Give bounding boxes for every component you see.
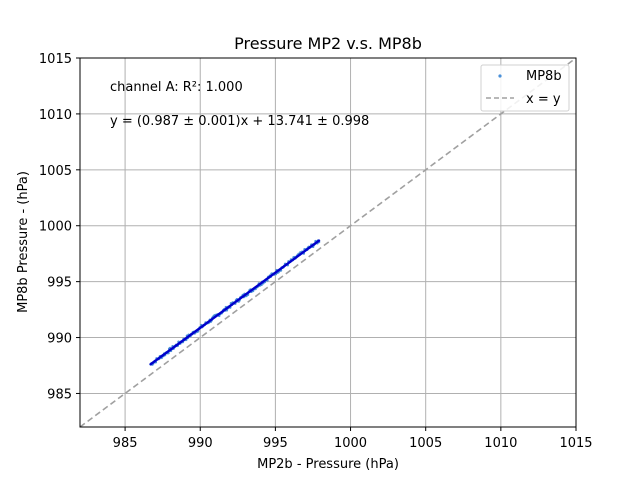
x-tick-label: 1015: [559, 436, 592, 451]
y-tick-label: 990: [47, 332, 72, 347]
annotation-r2: channel A: R²: 1.000: [110, 80, 243, 95]
x-tick-label: 1010: [484, 436, 517, 451]
identity-line: [80, 58, 576, 427]
fit-line: [149, 239, 321, 366]
x-tick-label: 1000: [334, 436, 367, 451]
identity-line-group: [80, 58, 576, 427]
y-tick-label: 985: [47, 387, 72, 402]
y-tick-label: 995: [47, 276, 72, 291]
x-tick-label: 990: [188, 436, 213, 451]
legend-label-mp8b: MP8b: [526, 69, 562, 84]
x-axis-label: MP2b - Pressure (hPa): [257, 457, 399, 472]
x-tick-label: 1005: [409, 436, 442, 451]
legend: MP8b x = y: [480, 64, 570, 112]
legend-box: [480, 64, 570, 112]
x-tick-label: 985: [113, 436, 138, 451]
legend-label-identity: x = y: [526, 92, 561, 107]
y-tick-label: 1000: [39, 220, 72, 235]
x-ticks: 985 990 995 1000 1005 1010 1015: [113, 427, 593, 451]
y-ticks: 985 990 995 1000 1005 1010 1015: [39, 52, 80, 402]
y-axis-label: MP8b Pressure - (hPa): [16, 171, 31, 313]
chart-title: Pressure MP2 v.s. MP8b: [234, 34, 422, 53]
y-tick-label: 1015: [39, 52, 72, 67]
plot-frame: [79, 57, 577, 428]
x-tick-label: 995: [263, 436, 288, 451]
y-tick-label: 1010: [39, 108, 72, 123]
y-tick-label: 1005: [39, 164, 72, 179]
annotation-fit-equation: y = (0.987 ± 0.001)x + 13.741 ± 0.998: [110, 114, 369, 129]
legend-marker-mp8b: [498, 74, 502, 78]
fit-line-group: [149, 239, 321, 366]
